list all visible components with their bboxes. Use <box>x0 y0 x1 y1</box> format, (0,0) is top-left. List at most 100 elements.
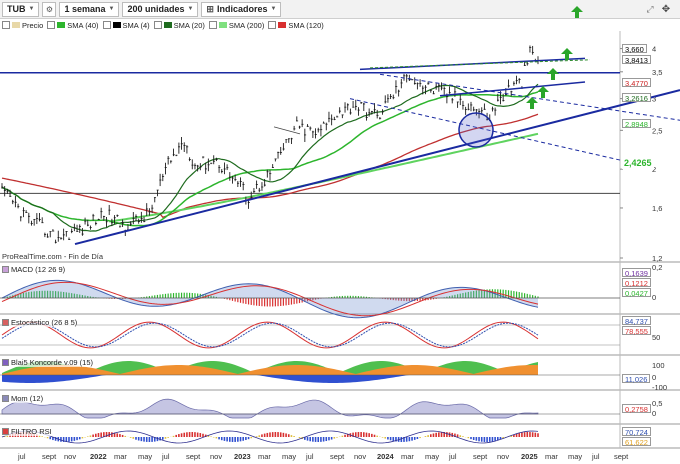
legend-label: SMA (200) <box>228 20 265 30</box>
short-annotation-line <box>273 126 301 135</box>
blai5-value-badge: 11,026 <box>622 374 651 384</box>
macd-axis-label: 0 <box>652 293 656 302</box>
x-axis-label: mar <box>258 452 271 461</box>
sma-120-line <box>1 113 539 219</box>
price-badge: 3,660 <box>622 44 647 54</box>
settings-icon[interactable]: ⚙ <box>42 1 57 17</box>
legend-item[interactable]: SMA (200) <box>208 20 265 30</box>
rsi-color-swatch <box>2 428 9 435</box>
legend-swatch <box>163 22 172 28</box>
legend-label: SMA (40) <box>67 20 99 30</box>
x-axis-label: jul <box>592 452 600 461</box>
highlight-circle <box>458 112 494 148</box>
legend-item[interactable]: Precio <box>2 21 43 30</box>
price-axis-label: 3,5 <box>652 68 662 77</box>
legend-item[interactable]: SMA (40) <box>47 20 99 30</box>
price-badge: 2,8948 <box>622 119 651 129</box>
price-axis-label: 2,5 <box>652 126 662 135</box>
macd-value-badge: 0,0427 <box>622 288 651 298</box>
stoch-k-line <box>1 321 539 349</box>
macd-value-badge: 0,1639 <box>622 268 651 278</box>
arrow-up-icon <box>537 86 549 98</box>
channel-bottom-line <box>439 81 586 97</box>
indicators-button[interactable]: ⊞ Indicadores ▼ <box>201 1 282 17</box>
watermark-text: ProRealTime.com - Fin de Día <box>2 252 104 261</box>
legend-checkbox[interactable] <box>47 21 56 29</box>
macd-label: MACD (12 26 9) <box>11 265 66 274</box>
sma-40-line <box>1 91 539 227</box>
mom-value-badge: 0,2758 <box>622 404 651 414</box>
move-icon[interactable]: ✥ <box>661 4 671 15</box>
macd-value-badge: 0,1212 <box>622 278 651 288</box>
arrow-up-icon <box>571 6 583 18</box>
units-selector[interactable]: 200 unidades ▼ <box>122 1 199 17</box>
x-axis-label: 2024 <box>377 452 394 461</box>
mom-label: Mom (12) <box>11 394 44 403</box>
legend-item[interactable]: SMA (20) <box>153 20 205 30</box>
x-axis-label: mar <box>545 452 558 461</box>
legend-checkbox[interactable] <box>268 21 277 29</box>
mom-axis-label: 0,5 <box>652 399 662 408</box>
chevron-down-icon: ▼ <box>187 6 194 12</box>
x-axis-label: nov <box>354 452 367 461</box>
x-axis-label: 2025 <box>521 452 538 461</box>
expand-icon[interactable]: ⤢ <box>646 4 654 14</box>
period-label: 1 semana <box>64 4 106 14</box>
blai5-axis-label: 100 <box>652 361 665 370</box>
mom-axis-label: 0 <box>652 409 656 418</box>
legend-swatch <box>112 22 121 28</box>
period-selector[interactable]: 1 semana ▼ <box>59 1 120 17</box>
koncorde-orange-area <box>2 365 538 375</box>
blai5-color-swatch <box>2 359 9 366</box>
descending-dashed-line-1 <box>349 98 631 163</box>
legend-label: SMA (20) <box>173 20 205 30</box>
descending-dashed-line-2 <box>379 73 680 121</box>
symbol-selector[interactable]: TUB ▼ <box>2 1 40 17</box>
x-axis-label: mar <box>114 452 127 461</box>
green-dashed-line <box>369 59 591 69</box>
x-axis-label: sept <box>42 452 57 461</box>
x-axis-label: jul <box>449 452 457 461</box>
legend-swatch <box>278 22 287 28</box>
price-axis-label: 2 <box>652 165 656 174</box>
stoch-value-badge: 78,555 <box>622 326 651 336</box>
x-axis-label: nov <box>497 452 510 461</box>
rsi-value-badge: 61,622 <box>622 437 651 447</box>
symbol-label: TUB <box>7 4 26 14</box>
legend-item[interactable]: SMA (4) <box>102 21 150 30</box>
x-axis-label: sept <box>330 452 345 461</box>
price-axis-label: 4 <box>652 45 656 54</box>
price-badge: 3,2616 <box>622 93 651 103</box>
x-axis-label: jul <box>18 452 26 461</box>
price-badge: 3,8413 <box>622 55 651 65</box>
koncorde-blue-area <box>2 375 538 383</box>
legend-checkbox[interactable] <box>153 21 162 29</box>
legend-checkbox[interactable] <box>102 21 111 29</box>
legend-checkbox[interactable] <box>208 21 217 29</box>
arrow-up-icon <box>547 68 559 80</box>
chart-toolbar: TUB ▼ ⚙ 1 semana ▼ 200 unidades ▼ ⊞ Indi… <box>0 0 680 19</box>
price-axis-label: 1,2 <box>652 254 662 263</box>
x-axis-label: mar <box>401 452 414 461</box>
blai5-pane-label: Blai5 Koncorde v.09 (15) <box>2 358 93 367</box>
indicators-label: Indicadores <box>216 4 268 14</box>
rsi-label: FILTRO RSI <box>11 427 52 436</box>
units-label: 200 unidades <box>127 4 185 14</box>
x-axis-label: sept <box>614 452 629 461</box>
indicators-add-icon: ⊞ <box>206 3 214 14</box>
chevron-down-icon: ▼ <box>270 6 277 12</box>
macd-area <box>2 280 538 318</box>
stoch-d-line <box>1 322 539 348</box>
chevron-down-icon: ▼ <box>108 6 115 12</box>
legend-item[interactable]: SMA (120) <box>268 21 324 30</box>
legend-checkbox[interactable] <box>2 21 10 29</box>
x-axis-label: may <box>138 452 153 461</box>
macd-signal-line <box>1 281 539 317</box>
macd-color-swatch <box>2 266 9 273</box>
blai5-axis-label: 0 <box>652 373 656 382</box>
x-axis-label: jul <box>162 452 170 461</box>
price-axis-label: 3 <box>652 95 656 104</box>
rising-trendline <box>74 89 680 246</box>
macd-axis-label: 0,2 <box>652 263 662 272</box>
